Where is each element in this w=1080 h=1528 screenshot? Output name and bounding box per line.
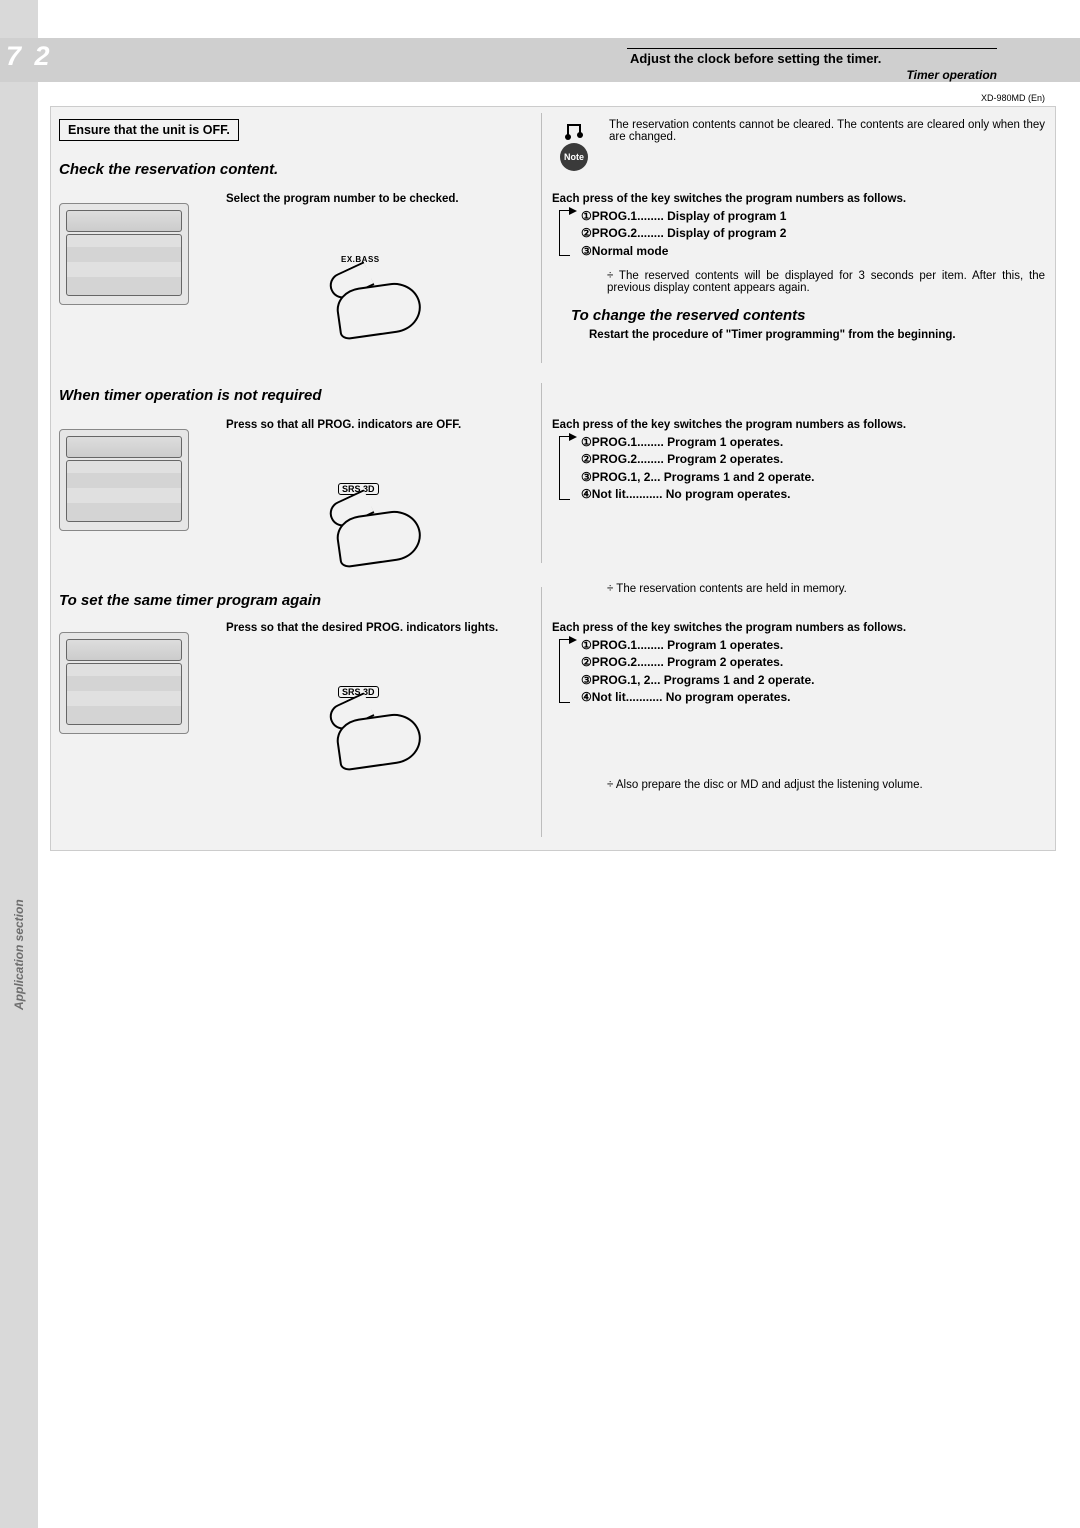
prog2-2: ②PROG.2........ Program 2 operates.: [581, 451, 815, 468]
when-heading: When timer operation is not required: [59, 387, 322, 404]
prog3-2: ②PROG.2........ Program 2 operates.: [581, 654, 815, 671]
prog3-4: ④Not lit........... No program operates.: [581, 689, 815, 706]
switch-line-1: Each press of the key switches the progr…: [552, 193, 1046, 205]
prog2-4: ④Not lit........... No program operates.: [581, 486, 815, 503]
stereo-illustration-3: [59, 632, 189, 734]
prog1-1: ①PROG.1........ Display of program 1: [581, 208, 786, 225]
toset-heading: To set the same timer program again: [59, 592, 321, 609]
prog1-2: ②PROG.2........ Display of program 2: [581, 225, 786, 242]
prog-block-3: ①PROG.1........ Program 1 operates. ②PRO…: [581, 637, 815, 707]
note-icon: Note: [552, 121, 596, 171]
prog2-1: ①PROG.1........ Program 1 operates.: [581, 434, 815, 451]
prog3-1: ①PROG.1........ Program 1 operates.: [581, 637, 815, 654]
stereo-illustration-2: [59, 429, 189, 531]
reserved-display: ÷ The reserved contents will be displaye…: [607, 270, 1045, 294]
sidebar-label: Application section: [12, 899, 26, 1010]
prog2-3: ③PROG.1, 2... Programs 1 and 2 operate.: [581, 469, 815, 486]
content-box: XD-980MD (En) Ensure that the unit is OF…: [50, 106, 1056, 851]
change-body: Restart the procedure of "Timer programm…: [589, 329, 1045, 341]
header-title: Adjust the clock before setting the time…: [630, 51, 881, 66]
held-memory: ÷ The reservation contents are held in m…: [607, 583, 847, 595]
switch-line-3: Each press of the key switches the progr…: [552, 622, 1046, 634]
switch-line-2: Each press of the key switches the progr…: [552, 419, 1046, 431]
when-instruction: Press so that all PROG. indicators are O…: [226, 419, 508, 431]
also-prepare: ÷ Also prepare the disc or MD and adjust…: [607, 779, 923, 791]
prog-block-1: ①PROG.1........ Display of program 1 ②PR…: [581, 208, 786, 260]
header-subtitle: Timer operation: [627, 68, 997, 82]
left-gutter: [0, 0, 38, 1528]
prog-block-2: ①PROG.1........ Program 1 operates. ②PRO…: [581, 434, 815, 504]
prog1-3: ③Normal mode: [581, 243, 786, 260]
prog3-3: ③PROG.1, 2... Programs 1 and 2 operate.: [581, 672, 815, 689]
stereo-illustration-1: [59, 203, 189, 305]
ensure-off-box: Ensure that the unit is OFF.: [59, 119, 239, 141]
change-heading: To change the reserved contents: [571, 307, 806, 324]
check-heading: Check the reservation content.: [59, 161, 278, 178]
note-text: The reservation contents cannot be clear…: [609, 119, 1045, 143]
toset-instruction: Press so that the desired PROG. indica­t…: [226, 622, 508, 634]
hand-figure-3: [319, 694, 429, 772]
header-bar: 7 2 Adjust the clock before setting the …: [0, 38, 1080, 82]
model-code: XD-980MD (En): [981, 93, 1045, 103]
page-number: 7 2: [6, 41, 53, 72]
check-instruction: Select the program number to be checked.: [226, 193, 508, 205]
hand-figure-2: [319, 491, 429, 569]
hand-figure-1: [319, 263, 429, 341]
